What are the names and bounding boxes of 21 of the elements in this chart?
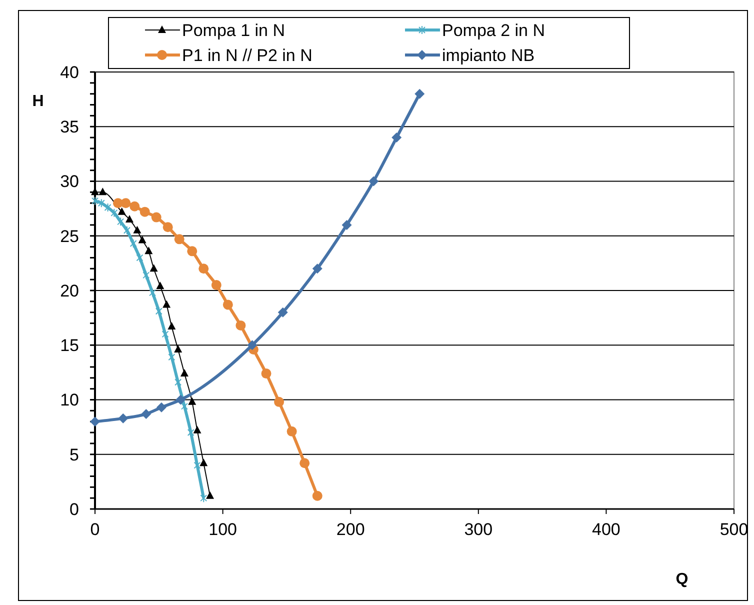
- legend-label: impianto NB: [442, 46, 535, 65]
- y-tick-label: 40: [60, 62, 79, 82]
- x-tick-label: 0: [90, 520, 100, 539]
- legend-label: Pompa 2 in N: [442, 20, 545, 40]
- y-axis-title: H: [32, 93, 44, 110]
- legend-label: Pompa 1 in N: [182, 20, 285, 40]
- y-tick-label: 30: [60, 172, 79, 192]
- y-tick-label: 15: [60, 336, 79, 356]
- y-tick-label: 35: [60, 118, 79, 137]
- x-axis-title: Q: [676, 571, 688, 588]
- legend-label: P1 in N // P2 in N: [182, 46, 312, 65]
- x-tick-label: 400: [592, 520, 620, 539]
- y-tick-label: 0: [70, 500, 79, 519]
- y-tick-label: 25: [60, 226, 79, 246]
- y-tick-label: 10: [60, 390, 79, 410]
- y-tick-label: 5: [70, 445, 79, 464]
- x-tick-label: 100: [208, 520, 237, 539]
- x-tick-label: 300: [464, 520, 493, 539]
- x-tick-label: 500: [720, 520, 748, 539]
- x-tick-label: 200: [336, 520, 365, 539]
- y-tick-label: 20: [60, 281, 79, 300]
